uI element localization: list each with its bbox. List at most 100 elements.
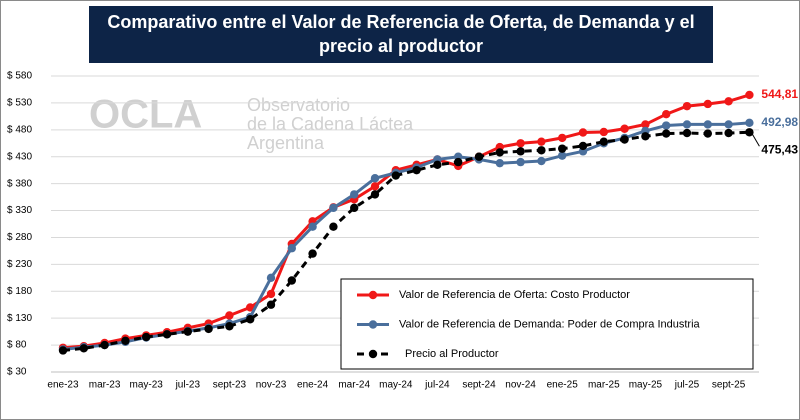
point	[204, 324, 213, 334]
point	[391, 171, 400, 180]
point	[662, 121, 671, 130]
x-tick-label: sept-25	[712, 380, 746, 391]
y-tick-label: $ 30	[7, 367, 27, 378]
y-tick-label: $ 80	[7, 340, 27, 351]
watermark-logo: OCLA	[89, 93, 202, 137]
point	[370, 190, 380, 199]
point	[641, 132, 650, 141]
y-tick-label: $ 230	[7, 259, 32, 270]
x-tick-label: ene-24	[297, 380, 329, 391]
point	[266, 289, 276, 299]
x-tick-label: mar-25	[588, 380, 620, 391]
series-line	[62, 93, 750, 350]
value-label: 492,98	[761, 115, 798, 129]
point	[225, 311, 234, 320]
x-tick-label: ene-25	[547, 380, 579, 391]
x-tick-label: mar-24	[338, 380, 370, 391]
point	[121, 336, 130, 345]
point	[682, 128, 692, 138]
watermark-text: de la Cadena Láctea	[247, 114, 414, 134]
point	[308, 249, 317, 258]
point	[703, 120, 712, 129]
point	[142, 332, 151, 342]
y-tick-label: $ 580	[7, 71, 32, 82]
point	[578, 141, 588, 151]
x-tick-label: nov-23	[256, 380, 287, 391]
point	[620, 124, 629, 133]
point	[682, 101, 692, 111]
x-tick-label: may-23	[130, 380, 164, 391]
chart-title: Comparativo entre el Valor de Referencia…	[89, 6, 713, 63]
legend-marker	[368, 349, 378, 359]
legend-marker	[368, 290, 378, 300]
point	[745, 90, 754, 100]
legend-label: Precio al Productor	[405, 348, 499, 360]
y-tick-label: $ 430	[7, 151, 32, 162]
watermark-text: Observatorio	[247, 95, 350, 115]
point	[599, 137, 608, 146]
point	[537, 137, 546, 146]
point	[558, 151, 567, 160]
point	[474, 152, 484, 161]
point	[308, 222, 317, 231]
y-tick-label: $ 530	[7, 98, 32, 109]
point	[350, 203, 359, 213]
y-tick-label: $ 480	[7, 124, 32, 135]
point	[620, 135, 629, 144]
point	[433, 160, 442, 169]
point	[183, 327, 192, 336]
series-line	[62, 130, 750, 352]
point	[724, 120, 733, 129]
point	[287, 276, 296, 285]
point	[516, 139, 525, 148]
x-tick-label: ene-23	[47, 380, 79, 391]
point	[412, 165, 421, 175]
y-tick-label: $ 280	[7, 232, 32, 243]
point	[599, 127, 608, 137]
point	[329, 203, 338, 213]
point	[246, 303, 255, 312]
value-label: 475,43	[761, 142, 798, 156]
point	[641, 120, 650, 129]
point	[724, 97, 733, 106]
x-tick-label: jul-24	[424, 380, 450, 391]
point	[578, 128, 588, 137]
point	[745, 118, 754, 128]
legend-marker	[368, 320, 378, 329]
point	[370, 174, 380, 183]
x-tick-label: jul-23	[175, 380, 201, 391]
y-tick-label: $ 130	[7, 313, 32, 324]
point	[162, 330, 172, 339]
point	[495, 158, 504, 168]
x-tick-label: may-25	[629, 380, 663, 391]
series-line	[62, 121, 750, 351]
point	[287, 244, 296, 253]
x-tick-label: sept-23	[213, 380, 247, 391]
x-tick-label: mar-23	[89, 380, 121, 391]
point	[370, 182, 380, 191]
x-tick-label: jul-25	[674, 380, 700, 391]
value-label: 544,81	[761, 87, 798, 101]
point	[266, 273, 276, 283]
y-tick-label: $ 330	[7, 205, 32, 216]
watermark-text: Argentina	[247, 133, 325, 153]
point	[662, 110, 671, 119]
y-tick-label: $ 180	[7, 286, 32, 297]
point	[516, 147, 525, 156]
point	[246, 315, 255, 324]
legend-box	[340, 278, 754, 370]
point	[682, 120, 692, 129]
point	[266, 300, 276, 309]
point	[662, 129, 671, 138]
point	[516, 157, 525, 167]
point	[79, 344, 89, 353]
point	[495, 148, 504, 157]
y-tick-label: $ 380	[7, 178, 32, 189]
point	[745, 128, 754, 137]
point	[454, 157, 463, 167]
point	[329, 222, 338, 231]
leader-line	[751, 134, 760, 147]
point	[537, 156, 546, 166]
